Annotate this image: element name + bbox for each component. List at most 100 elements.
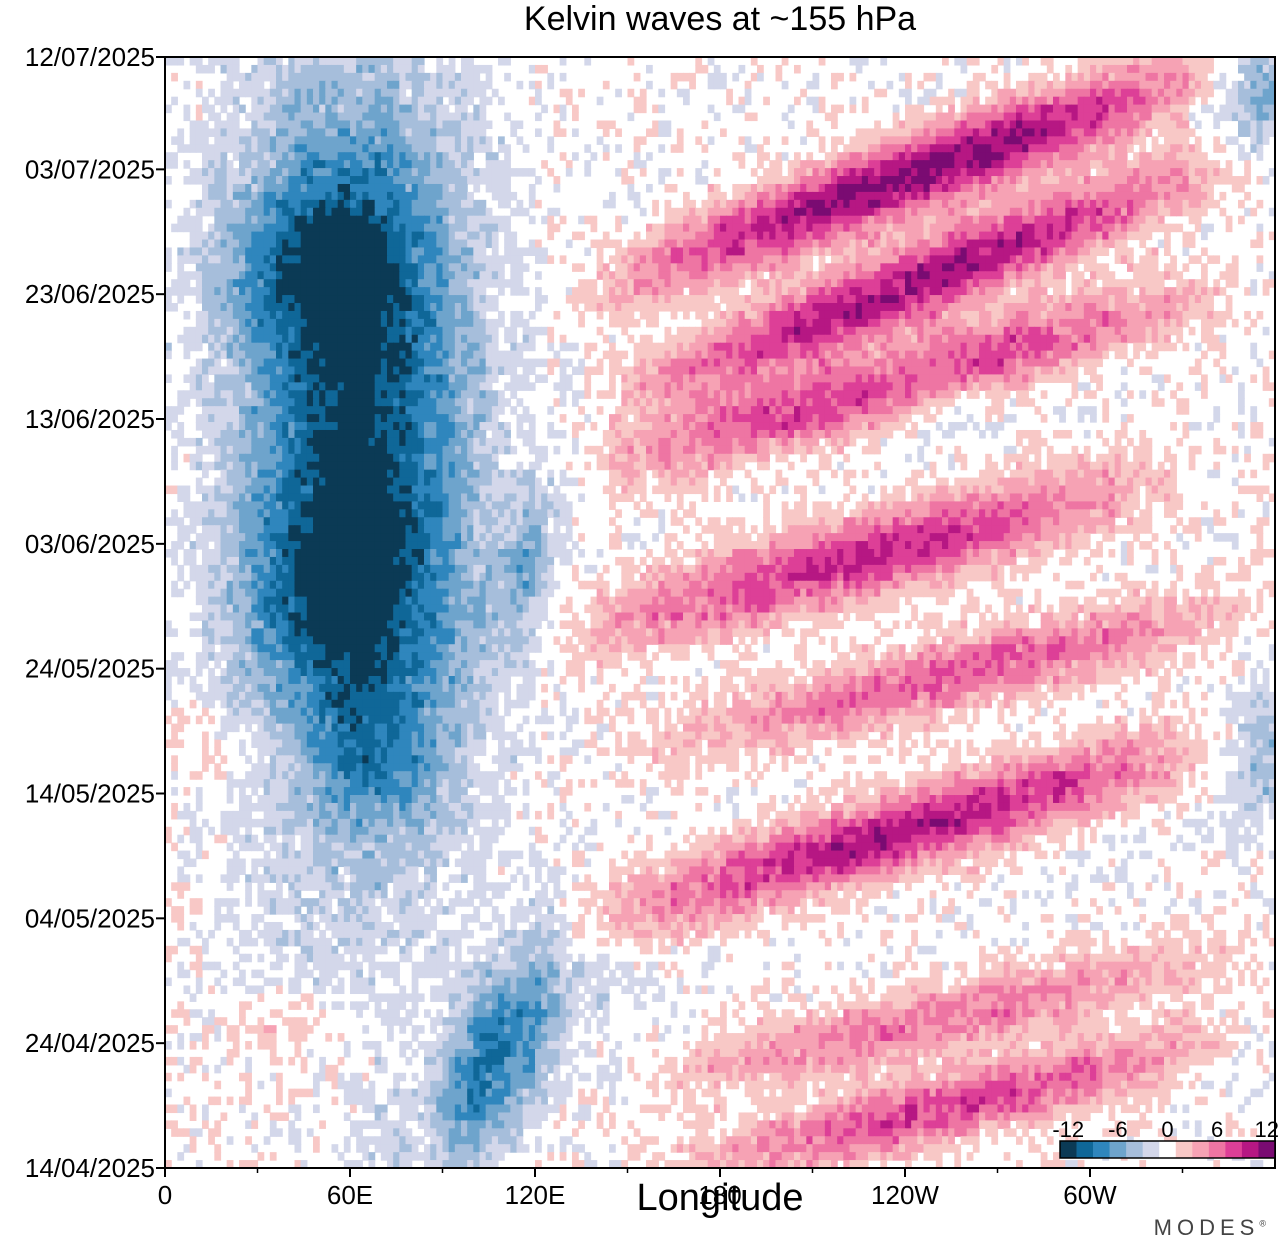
heatmap-cell (362, 183, 370, 193)
heatmap-cell (208, 168, 215, 177)
heatmap-cell (775, 207, 783, 217)
heatmap-cell (818, 191, 826, 201)
heatmap-cell (905, 263, 912, 272)
heatmap-cell (738, 207, 746, 217)
heatmap-cell (843, 271, 851, 280)
heatmap-cell (1139, 223, 1147, 233)
heatmap-cell (1238, 64, 1245, 74)
heatmap-cell (399, 144, 407, 153)
heatmap-cell (787, 318, 795, 328)
heatmap-cell (362, 88, 370, 98)
heatmap-cell (313, 239, 320, 249)
heatmap-cell (633, 136, 641, 145)
heatmap-cell (479, 104, 487, 114)
heatmap-cell (775, 255, 783, 264)
heatmap-cell (306, 223, 314, 233)
heatmap-cell (1139, 128, 1147, 137)
heatmap-cell (1040, 168, 1048, 177)
heatmap-cell (609, 279, 616, 288)
heatmap-cell (325, 160, 333, 169)
heatmap-cell (473, 342, 481, 352)
heatmap-cell (855, 271, 863, 280)
heatmap-cell (1040, 112, 1048, 122)
heatmap-cell (843, 263, 851, 272)
heatmap-cell (319, 271, 326, 280)
heatmap-cell (226, 176, 234, 185)
heatmap-cell (664, 120, 672, 130)
heatmap-cell (615, 271, 622, 280)
heatmap-cell (787, 295, 795, 304)
heatmap-cell (911, 247, 918, 256)
heatmap-cell (319, 160, 326, 169)
heatmap-cell (257, 287, 265, 296)
heatmap-cell (232, 295, 240, 304)
heatmap-cell (362, 310, 370, 320)
heatmap-cell (442, 64, 450, 74)
heatmap-cell (1028, 326, 1036, 336)
heatmap-cell (535, 80, 542, 90)
heatmap-cell (288, 342, 296, 352)
heatmap-cell (985, 144, 992, 153)
heatmap-cell (442, 168, 450, 177)
heatmap-cell (350, 215, 357, 225)
heatmap-cell (195, 128, 203, 137)
heatmap-cell (1034, 207, 1042, 217)
heatmap-cell (849, 271, 857, 280)
heatmap-cell (1268, 104, 1276, 114)
heatmap-cell (424, 231, 431, 241)
heatmap-cell (1114, 215, 1122, 225)
heatmap-cell (898, 310, 906, 320)
heatmap-cell (892, 120, 900, 130)
heatmap-cell (1157, 64, 1165, 74)
heatmap-cell (467, 64, 474, 74)
heatmap-cell (442, 303, 450, 312)
heatmap-cell (683, 310, 690, 320)
heatmap-cell (1262, 57, 1270, 66)
heatmap-cell (300, 334, 308, 344)
heatmap-cell (331, 263, 339, 272)
heatmap-cell (288, 263, 296, 272)
heatmap-cell (565, 160, 573, 169)
heatmap-cell (1083, 80, 1091, 90)
heatmap-cell (652, 223, 659, 233)
heatmap-cell (306, 176, 314, 185)
heatmap-cell (1009, 255, 1017, 264)
heatmap-cell (954, 334, 962, 344)
heatmap-cell (1120, 215, 1128, 225)
heatmap-cell (226, 342, 234, 352)
heatmap-cell (720, 271, 727, 280)
heatmap-cell (405, 263, 413, 272)
heatmap-cell (214, 96, 222, 106)
heatmap-cell (288, 136, 296, 145)
heatmap-cell (202, 191, 209, 201)
heatmap-cell (1238, 80, 1245, 90)
heatmap-cell (831, 255, 838, 264)
heatmap-cell (979, 168, 986, 177)
heatmap-cell (1040, 247, 1048, 256)
heatmap-cell (720, 295, 727, 304)
heatmap-cell (991, 342, 999, 352)
heatmap-cell (282, 255, 289, 264)
heatmap-cell (528, 239, 536, 249)
heatmap-cell (923, 247, 931, 256)
heatmap-cell (874, 176, 881, 185)
heatmap-cell (837, 136, 844, 145)
heatmap-cell (1114, 152, 1122, 161)
heatmap-cell (1256, 112, 1264, 122)
heatmap-cell (202, 96, 209, 106)
heatmap-cell (337, 80, 345, 90)
heatmap-cell (1083, 295, 1091, 304)
heatmap-cell (1090, 255, 1097, 264)
heatmap-cell (1083, 96, 1091, 106)
heatmap-cell (701, 326, 709, 336)
heatmap-cell (713, 279, 721, 288)
heatmap-cell (282, 279, 289, 288)
heatmap-cell (1077, 318, 1085, 328)
heatmap-cell (1157, 160, 1165, 169)
heatmap-cell (288, 168, 296, 177)
heatmap-cell (424, 160, 431, 169)
heatmap-cell (954, 152, 962, 161)
heatmap-cell (886, 144, 894, 153)
heatmap-cell (1059, 128, 1066, 137)
heatmap-cell (720, 342, 727, 352)
